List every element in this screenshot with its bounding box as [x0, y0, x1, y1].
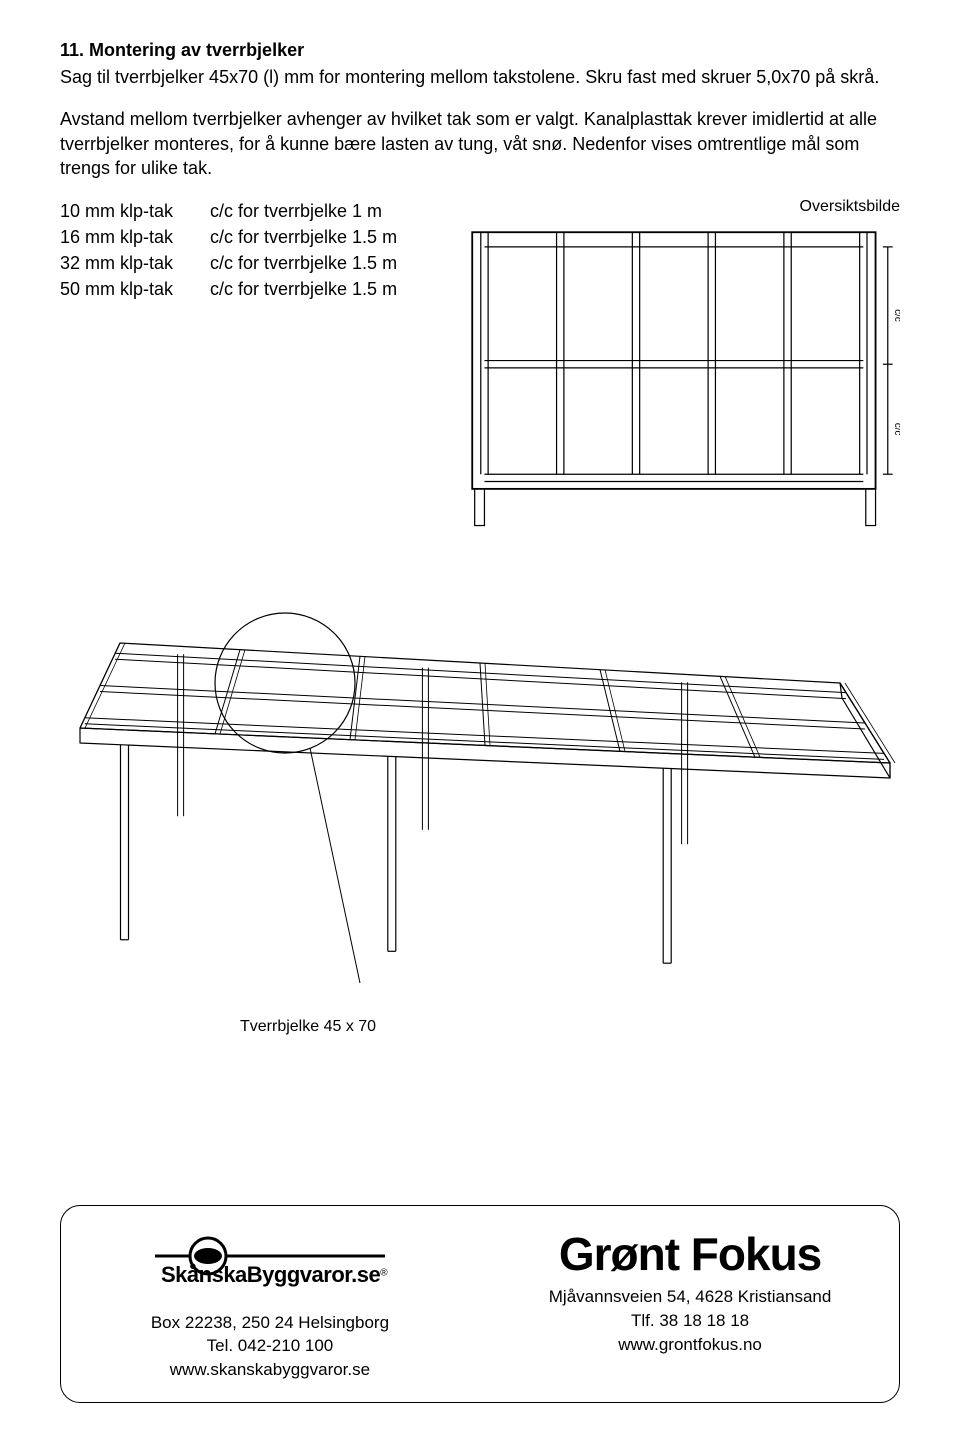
table-row: 10 mm klp-tak c/c for tverrbjelke 1 m	[60, 198, 430, 224]
perspective-diagram	[60, 583, 900, 1003]
section-title: 11. Montering av tverrbjelker	[60, 40, 900, 61]
footer-right-tel: Tlf. 38 18 18 18	[511, 1309, 869, 1333]
paragraph-1: Sag til tverrbjelker 45x70 (l) mm for mo…	[60, 65, 900, 89]
footer-left-addr: Box 22238, 250 24 Helsingborg	[91, 1311, 449, 1335]
spec-type: 16 mm klp-tak	[60, 224, 210, 250]
perspective-diagram-wrap: Tverrbjelke 45 x 70	[60, 583, 900, 1036]
gront-fokus-logo: Grønt Fokus	[511, 1231, 869, 1277]
skanska-brand-text: SkånskaByggvaror.se®	[161, 1260, 449, 1291]
footer-left: SkånskaByggvaror.se® Box 22238, 250 24 H…	[91, 1231, 449, 1382]
spec-type: 32 mm klp-tak	[60, 250, 210, 276]
paragraph-2: Avstand mellom tverrbjelker avhenger av …	[60, 107, 900, 180]
footer-left-tel: Tel. 042-210 100	[91, 1334, 449, 1358]
spec-cc: c/c for tverrbjelke 1.5 m	[210, 250, 430, 276]
spec-cc: c/c for tverrbjelke 1.5 m	[210, 224, 430, 250]
footer-left-web: www.skanskabyggvaror.se	[91, 1358, 449, 1382]
table-row: 32 mm klp-tak c/c for tverrbjelke 1.5 m	[60, 250, 430, 276]
table-row: 16 mm klp-tak c/c for tverrbjelke 1.5 m	[60, 224, 430, 250]
footer-right-web: www.grontfokus.no	[511, 1333, 869, 1357]
brand-reg: ®	[380, 1267, 387, 1278]
spec-cc: c/c for tverrbjelke 1.5 m	[210, 276, 430, 302]
overview-diagram-wrap: Oversiktsbilde c/c c/c	[460, 198, 900, 543]
brand-main: SkånskaByggvaror	[161, 1262, 351, 1287]
spec-type: 50 mm klp-tak	[60, 276, 210, 302]
brand-suffix: .se	[351, 1262, 380, 1287]
footer-box: SkånskaByggvaror.se® Box 22238, 250 24 H…	[60, 1205, 900, 1403]
svg-text:c/c: c/c	[892, 309, 900, 322]
top-row: 10 mm klp-tak c/c for tverrbjelke 1 m 16…	[60, 198, 900, 543]
overview-label: Oversiktsbilde	[460, 198, 900, 216]
svg-text:c/c: c/c	[892, 423, 900, 436]
spec-table: 10 mm klp-tak c/c for tverrbjelke 1 m 16…	[60, 198, 430, 302]
footer-right: Grønt Fokus Mjåvannsveien 54, 4628 Krist…	[511, 1231, 869, 1356]
spec-cc: c/c for tverrbjelke 1 m	[210, 198, 430, 224]
callout-label: Tverrbjelke 45 x 70	[240, 1018, 900, 1036]
overview-diagram: c/c c/c	[460, 220, 900, 538]
spec-type: 10 mm klp-tak	[60, 198, 210, 224]
footer-right-addr: Mjåvannsveien 54, 4628 Kristiansand	[511, 1285, 869, 1309]
table-row: 50 mm klp-tak c/c for tverrbjelke 1.5 m	[60, 276, 430, 302]
page: 11. Montering av tverrbjelker Sag til tv…	[0, 0, 960, 1443]
